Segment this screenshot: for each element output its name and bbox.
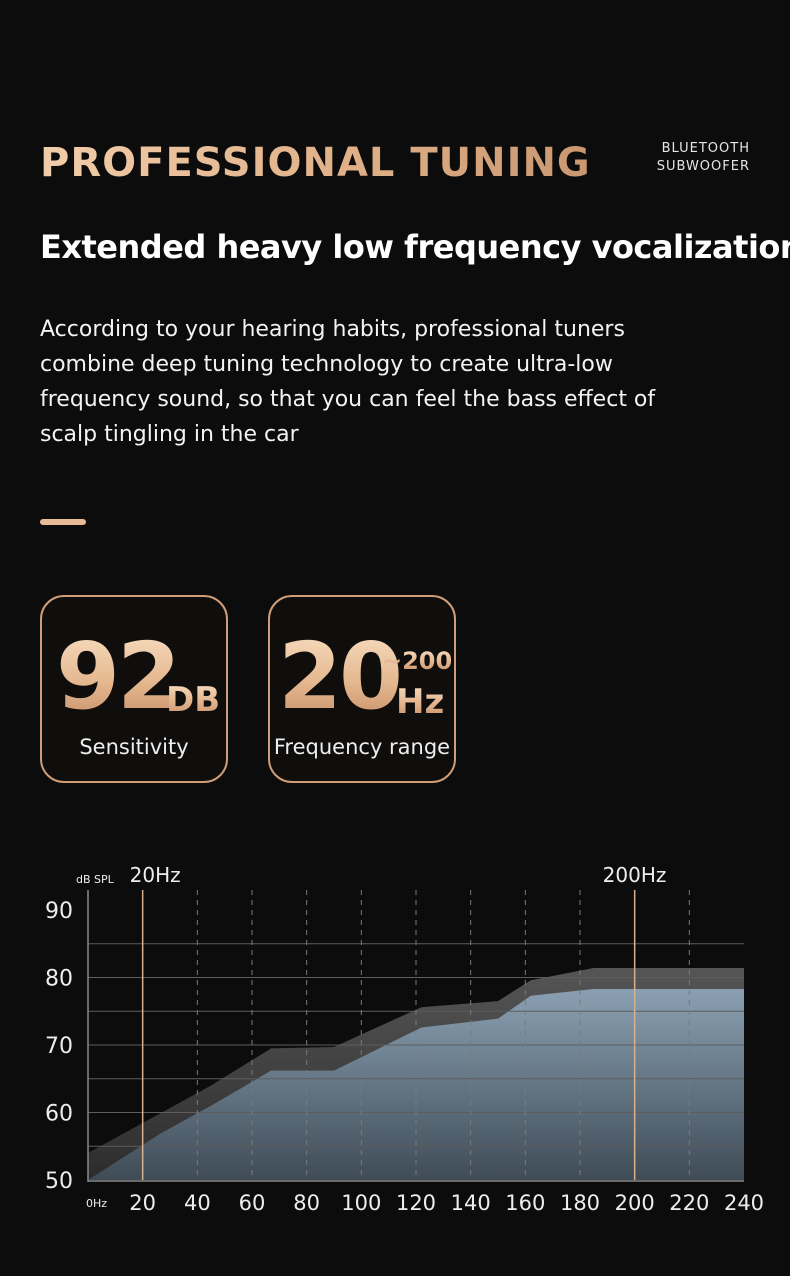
x-tick-label: 140 bbox=[451, 1191, 491, 1215]
subtitle: Extended heavy low frequency vocalizatio… bbox=[40, 228, 790, 266]
x-tick-label: 40 bbox=[184, 1191, 211, 1215]
marker-label: 200Hz bbox=[603, 863, 667, 887]
x-tick-label: 220 bbox=[669, 1191, 709, 1215]
brand-line-2: SUBWOOFER bbox=[656, 159, 750, 174]
brand-label: BLUETOOTH SUBWOOFER bbox=[657, 140, 750, 176]
x-tick-label: 180 bbox=[560, 1191, 600, 1215]
y-tick-label: 60 bbox=[45, 1102, 73, 1127]
frequency-range: ~200 bbox=[382, 647, 453, 675]
brand-line-1: BLUETOOTH bbox=[661, 141, 750, 156]
frequency-unit: Hz bbox=[396, 682, 445, 722]
y-tick-label: 50 bbox=[45, 1169, 73, 1194]
y-tick-label: 90 bbox=[45, 899, 73, 924]
frequency-value: 20 bbox=[278, 623, 403, 730]
x-tick-label: 240 bbox=[724, 1191, 764, 1215]
frequency-label: Frequency range bbox=[273, 735, 451, 759]
sensitivity-value: 92 bbox=[56, 623, 181, 730]
y-tick-label: 70 bbox=[45, 1034, 73, 1059]
x-tick-label: 60 bbox=[239, 1191, 266, 1215]
description: According to your hearing habits, profes… bbox=[40, 317, 656, 447]
x-tick-label: 20 bbox=[129, 1191, 156, 1215]
x-tick-label: 200 bbox=[615, 1191, 655, 1215]
y-axis-label: dB SPL bbox=[76, 873, 115, 886]
frequency-card: 20 ~200 Hz Frequency range bbox=[268, 595, 456, 783]
accent-divider bbox=[40, 519, 86, 525]
page-title: PROFESSIONAL TUNING bbox=[40, 140, 591, 186]
marker-label: 20Hz bbox=[130, 863, 181, 887]
sensitivity-card: 92 DB Sensitivity bbox=[40, 595, 228, 783]
x-tick-label: 80 bbox=[293, 1191, 320, 1215]
x-tick-label: 0Hz bbox=[86, 1197, 107, 1210]
sensitivity-unit: DB bbox=[166, 680, 221, 720]
sensitivity-label: Sensitivity bbox=[79, 735, 189, 759]
x-tick-label: 100 bbox=[341, 1191, 381, 1215]
y-tick-label: 80 bbox=[45, 967, 73, 992]
x-tick-label: 160 bbox=[505, 1191, 545, 1215]
frequency-response-chart: 20Hz 200Hz dB SPL 50 60 70 80 90 0Hz 20 40 60 80 100 1… bbox=[45, 863, 764, 1215]
x-tick-label: 120 bbox=[396, 1191, 436, 1215]
